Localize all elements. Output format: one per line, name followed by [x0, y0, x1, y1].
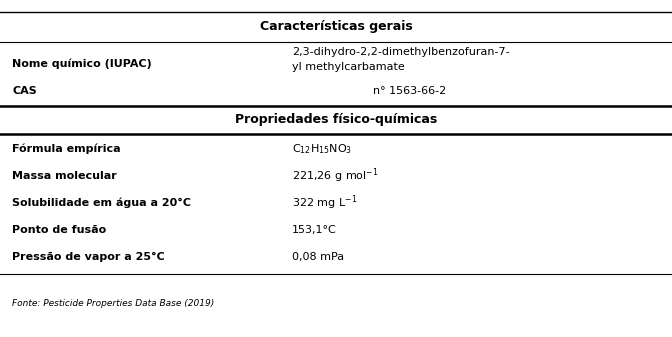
Text: yl methylcarbamate: yl methylcarbamate: [292, 62, 405, 72]
Text: Nome químico (IUPAC): Nome químico (IUPAC): [12, 59, 152, 69]
Text: Solubilidade em água a 20°C: Solubilidade em água a 20°C: [12, 197, 191, 208]
Text: Ponto de fusão: Ponto de fusão: [12, 225, 106, 235]
Text: Fonte: Pesticide Properties Data Base (2019): Fonte: Pesticide Properties Data Base (2…: [12, 299, 214, 308]
Text: 221,26 g mol$\mathregular{^{-1}}$: 221,26 g mol$\mathregular{^{-1}}$: [292, 166, 379, 185]
Text: $\mathregular{C_{12}H_{15}NO_{3}}$: $\mathregular{C_{12}H_{15}NO_{3}}$: [292, 142, 353, 156]
Text: Propriedades físico-químicas: Propriedades físico-químicas: [235, 113, 437, 126]
Text: 0,08 mPa: 0,08 mPa: [292, 252, 345, 262]
Text: Características gerais: Características gerais: [259, 21, 413, 33]
Text: 322 mg L$\mathregular{^{-1}}$: 322 mg L$\mathregular{^{-1}}$: [292, 193, 358, 212]
Text: n° 1563-66-2: n° 1563-66-2: [373, 86, 446, 96]
Text: Pressão de vapor a 25°C: Pressão de vapor a 25°C: [12, 252, 165, 262]
Text: 153,1°C: 153,1°C: [292, 225, 337, 235]
Text: 2,3-dihydro-2,2-dimethylbenzofuran-7-: 2,3-dihydro-2,2-dimethylbenzofuran-7-: [292, 47, 510, 57]
Text: Fórmula empírica: Fórmula empírica: [12, 144, 121, 154]
Text: Massa molecular: Massa molecular: [12, 171, 117, 181]
Text: CAS: CAS: [12, 86, 37, 96]
